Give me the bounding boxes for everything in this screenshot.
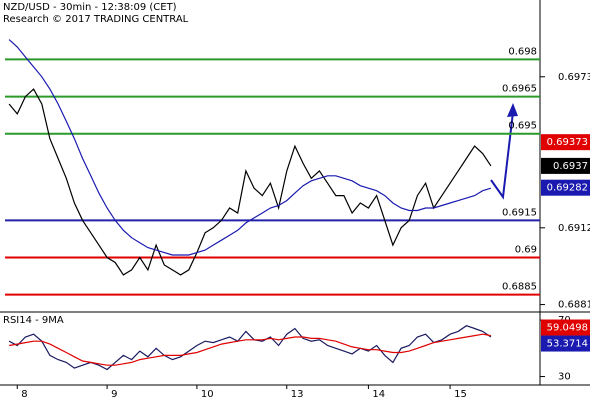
level-label: 0.6965 xyxy=(502,84,537,95)
level-label: 0.6915 xyxy=(502,207,537,218)
price-box xyxy=(541,319,590,336)
price-box xyxy=(541,179,590,196)
series-line xyxy=(8,88,492,276)
price-box-label: 0.69373 xyxy=(547,137,588,148)
y-tick-label: 0.6881 xyxy=(558,300,590,311)
series-line xyxy=(8,325,492,371)
x-tick-label: 9 xyxy=(111,389,117,400)
series-line xyxy=(8,39,492,256)
price-box xyxy=(541,157,590,174)
x-tick-label: 8 xyxy=(21,389,27,400)
x-tick-label: 10 xyxy=(201,389,214,400)
y-tick-label: 0.6973 xyxy=(558,72,590,83)
price-box xyxy=(541,335,590,352)
chart-title: NZD/USD - 30min - 12:38:09 (CET) xyxy=(3,2,177,13)
arrowhead xyxy=(507,103,518,117)
x-tick-label: 13 xyxy=(291,389,304,400)
level-label: 0.695 xyxy=(508,121,537,132)
series-line xyxy=(8,333,492,366)
level-label: 0.698 xyxy=(508,46,537,57)
x-tick-label: 14 xyxy=(372,389,385,400)
rsi-title: RSI14 - 9MA xyxy=(3,315,64,326)
price-box xyxy=(541,134,590,151)
y-tick-label: 30 xyxy=(558,372,571,383)
price-box-label: 0.69282 xyxy=(547,183,588,194)
level-label: 0.69 xyxy=(515,245,537,256)
chart-subtitle: Research © 2017 TRADING CENTRAL xyxy=(3,14,189,25)
forecast-arrow xyxy=(490,111,514,200)
level-label: 0.6885 xyxy=(502,282,537,293)
y-tick-label: 0.6912 xyxy=(558,223,590,234)
x-tick-label: 15 xyxy=(454,389,467,400)
price-box-label: 53.3714 xyxy=(547,339,588,350)
price-box-label: 0.6937 xyxy=(553,161,588,172)
price-box-label: 59.0498 xyxy=(547,323,588,334)
